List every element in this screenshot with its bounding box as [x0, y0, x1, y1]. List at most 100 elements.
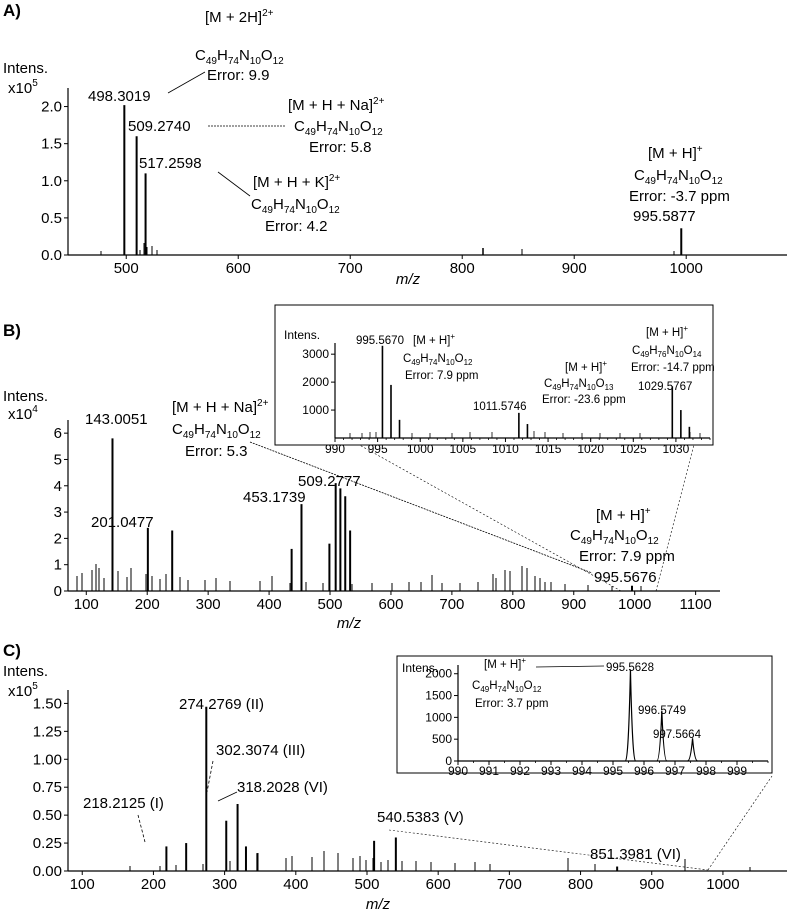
error-509: Error: 5.8: [309, 139, 372, 156]
x-tick-label: 900: [639, 876, 664, 893]
panel-c-xlabel: m/z: [366, 896, 391, 913]
x-tick-label: 100: [74, 596, 99, 613]
x-tick-label: 1000: [670, 260, 703, 277]
y-tick-label: 5: [54, 451, 62, 468]
peak-label-517: 517.2598: [139, 155, 202, 172]
inset-c-ylabel: Intens.: [402, 661, 438, 675]
x-tick-label: 990: [448, 764, 468, 778]
peak-label-509b: 509.2777: [298, 473, 361, 490]
x-tick-label: 800: [450, 260, 475, 277]
y-tick-label: 0.5: [41, 210, 62, 227]
x-tick-label: 991: [479, 764, 499, 778]
y-tick-label: 0: [445, 754, 452, 768]
y-tick-label: 1000: [425, 710, 452, 724]
x-tick-label: 993: [541, 764, 561, 778]
inset-c-peak-995: 995.5628: [606, 662, 654, 674]
x-tick-label: 400: [257, 596, 282, 613]
panel-a-axes: 500 600 700 800 900 1000 0.0 0.5 1.0 1.5 2.0: [41, 88, 787, 277]
x-tick-label: 700: [439, 596, 464, 613]
formula-na-b: C49H74N10O12: [172, 421, 261, 441]
y-tick-label: 3000: [302, 347, 329, 361]
zoom-line-right-c: [707, 775, 773, 871]
y-tick-label: 0.0: [41, 247, 62, 264]
x-tick-label: 500: [354, 876, 379, 893]
x-tick-label: 995: [368, 442, 388, 456]
panel-c-ylabel: Intens.: [3, 663, 48, 680]
x-tick-label: 994: [572, 764, 592, 778]
inset-c-peak-997: 997.5664: [653, 729, 702, 741]
x-tick-label: 1000: [706, 876, 739, 893]
y-tick-label: 1: [54, 557, 62, 574]
x-tick-label: 999: [727, 764, 747, 778]
panel-a-ylabel: Intens.: [3, 60, 48, 77]
leader-318: [217, 791, 238, 802]
x-tick-label: 700: [497, 876, 522, 893]
ion-label-mh-b: [M + H]+: [596, 506, 651, 524]
leader-302: [206, 760, 214, 793]
panel-c-inset: Intens. 990 991 992 993 994 995 996 997 998 999 0 5…: [396, 655, 773, 778]
error-mh-b: Error: 7.9 ppm: [579, 548, 675, 565]
peak-label-851: 851.3981 (VI): [590, 846, 681, 863]
peak-label-453: 453.1739: [243, 489, 306, 506]
x-tick-label: 1100: [679, 596, 711, 613]
inset-b-formula-995: C49H74N10O12: [403, 353, 473, 367]
inset-b-ion-1029: [M + H]+: [646, 324, 688, 339]
panel-c-label: C): [3, 641, 21, 660]
y-tick-label: 0.00: [33, 863, 62, 880]
panel-a-peaks: [123, 105, 683, 255]
leader-218: [137, 814, 146, 843]
panel-c-yscale: x105: [8, 681, 38, 700]
leader-517: [217, 171, 251, 197]
panel-c-peaks: [165, 706, 619, 871]
x-tick-label: 1015: [535, 442, 562, 456]
panel-b-label: B): [3, 321, 21, 340]
peak: [656, 710, 668, 762]
ion-label-517: [M + H + K]2+: [253, 173, 340, 191]
y-tick-label: 2000: [302, 375, 329, 389]
inset-c-frame: [396, 655, 773, 774]
x-tick-label: 600: [378, 596, 403, 613]
panel-b-ylabel: Intens.: [3, 388, 48, 405]
inset-c-leader-995: [535, 665, 605, 668]
panel-b-noise: [76, 564, 642, 591]
panel-a: A) Intens. x105 m/z 500 600 700 800 900 1000 0…: [3, 1, 787, 288]
inset-b-error-1011: Error: -23.6 ppm: [542, 394, 626, 406]
error-517: Error: 4.2: [265, 218, 328, 235]
panel-c: C) Intens. x105 m/z 100 200 300 400 500 600 70…: [3, 641, 787, 913]
x-tick-label: 700: [338, 260, 363, 277]
panel-b-xlabel: m/z: [337, 615, 362, 632]
y-tick-label: 6: [54, 425, 62, 442]
panel-a-yscale: x105: [8, 78, 38, 97]
peak-label-995b: 995.5676: [594, 569, 657, 586]
inset-b-error-1029: Error: -14.7 ppm: [631, 362, 715, 374]
y-tick-label: 2000: [425, 667, 452, 681]
panel-a-annotation-498: 498.3019 [M + 2H]2+ C49H74N10O12 Error: …: [88, 8, 284, 105]
panel-a-annotation-517: 517.2598 [M + H + K]2+ C49H74N10O12 Erro…: [139, 155, 340, 235]
inset-b-ylabel: Intens.: [284, 328, 320, 342]
ion-label-na-b: [M + H + Na]2+: [172, 398, 269, 416]
x-tick-label: 200: [135, 596, 160, 613]
panel-a-noise: [100, 243, 675, 255]
peak-label-302: 302.3074 (III): [216, 742, 305, 759]
y-tick-label: 1.0: [41, 173, 62, 190]
inset-c-error-995: Error: 3.7 ppm: [475, 698, 549, 710]
peak: [624, 669, 637, 762]
formula-509: C49H74N10O12: [294, 118, 383, 138]
y-tick-label: 1.00: [33, 751, 62, 768]
panel-b-inset: Intens. 990 995 1000 1005 1010 1015 1020 1025 10…: [274, 304, 715, 456]
inset-c-peak-996: 996.5749: [638, 705, 686, 717]
panel-a-xlabel: m/z: [396, 271, 421, 288]
y-tick-label: 1.25: [33, 723, 62, 740]
x-tick-label: 1025: [620, 442, 647, 456]
x-tick-label: 600: [426, 876, 451, 893]
x-tick-label: 100: [70, 876, 95, 893]
inset-b-peak-1029: 1029.5767: [638, 381, 692, 393]
ion-label-498: [M + 2H]2+: [205, 8, 274, 26]
x-tick-label: 1030: [663, 442, 690, 456]
panel-c-noise: [129, 851, 751, 871]
inset-c-axes: 990 991 992 993 994 995 996 997 998 999 0 500 1000 15…: [425, 665, 769, 778]
peak-label-201: 201.0477: [91, 514, 154, 531]
x-tick-label: 500: [318, 596, 343, 613]
inset-b-axes: 990 995 1000 1005 1010 1015 1020 1025 1030 1000 20…: [302, 343, 711, 456]
x-tick-label: 1000: [618, 596, 651, 613]
